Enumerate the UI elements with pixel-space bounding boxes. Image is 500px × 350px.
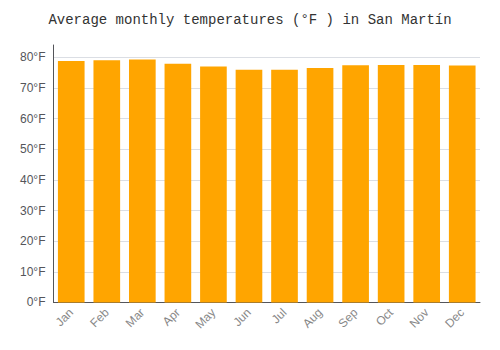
svg-text:50°F: 50°F: [20, 142, 45, 156]
svg-text:Sep: Sep: [336, 305, 361, 330]
svg-text:80°F: 80°F: [20, 50, 45, 64]
svg-text:Nov: Nov: [407, 306, 432, 331]
svg-text:Aug: Aug: [300, 306, 325, 331]
svg-text:Average monthly temperatures (: Average monthly temperatures (°F ) in Sa…: [48, 12, 451, 28]
svg-text:Jul: Jul: [269, 306, 290, 327]
svg-text:Apr: Apr: [160, 306, 183, 329]
svg-text:May: May: [192, 306, 218, 332]
svg-text:0°F: 0°F: [27, 295, 46, 309]
svg-text:70°F: 70°F: [20, 81, 45, 95]
svg-text:30°F: 30°F: [20, 204, 45, 218]
svg-text:Dec: Dec: [442, 306, 467, 331]
svg-text:Mar: Mar: [123, 306, 148, 330]
svg-text:Oct: Oct: [373, 305, 397, 329]
svg-text:Feb: Feb: [87, 305, 112, 330]
svg-text:10°F: 10°F: [20, 265, 45, 279]
svg-text:Jun: Jun: [230, 306, 254, 330]
svg-text:Jan: Jan: [53, 306, 77, 330]
svg-text:40°F: 40°F: [20, 173, 45, 187]
svg-text:60°F: 60°F: [20, 112, 45, 126]
svg-text:20°F: 20°F: [20, 234, 45, 248]
